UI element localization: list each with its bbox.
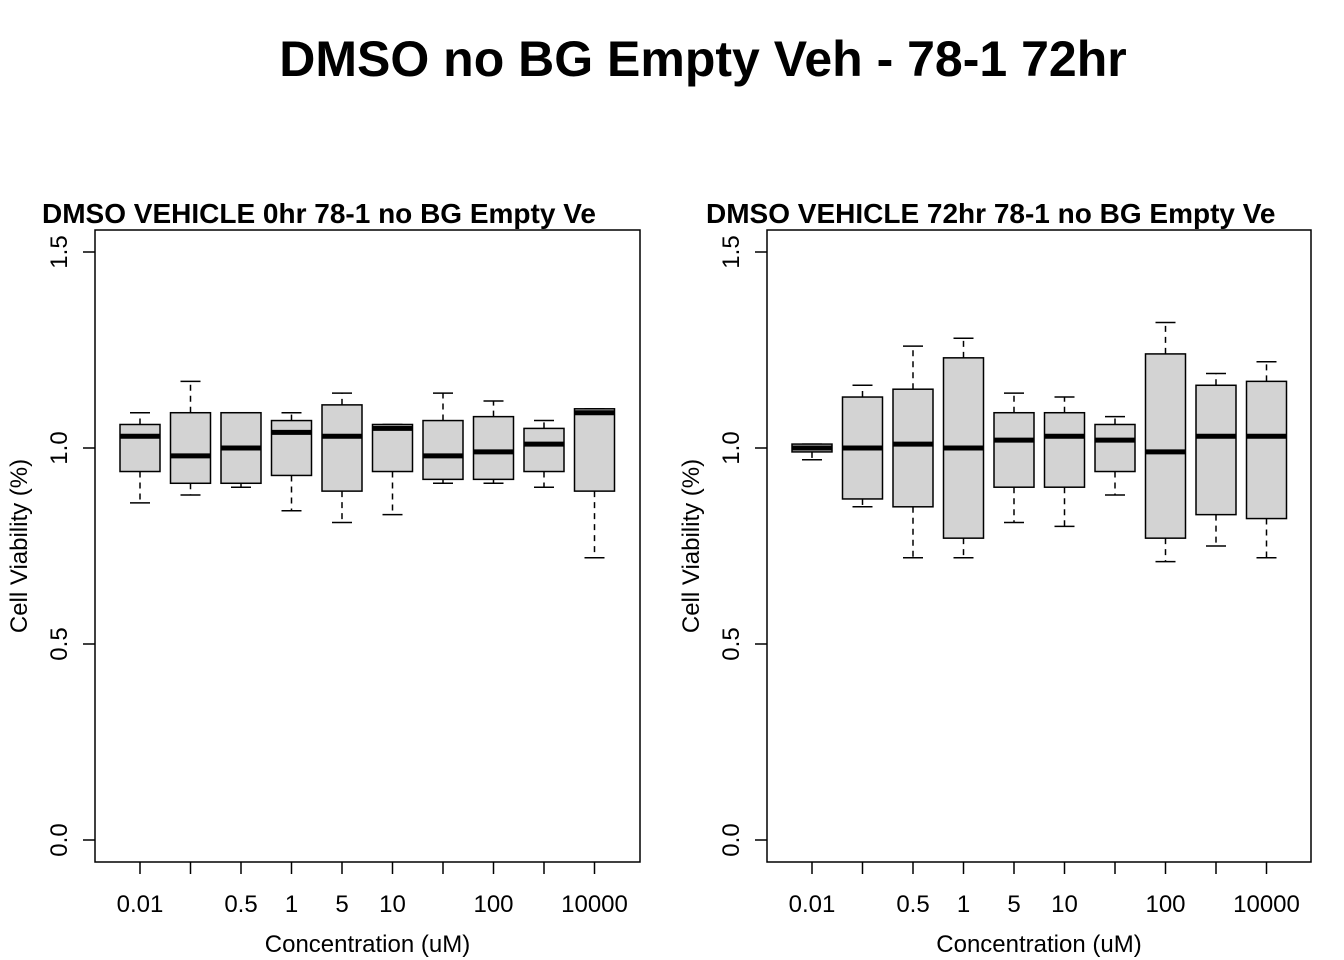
plot-frame xyxy=(766,229,1312,863)
box-2 xyxy=(841,384,884,508)
box-5 xyxy=(321,392,363,524)
box-9 xyxy=(1195,372,1237,547)
box-6 xyxy=(371,423,414,516)
box-body xyxy=(523,427,565,473)
box-body xyxy=(573,408,616,492)
box-4 xyxy=(942,337,985,559)
y-axis-label: Cell Viability (%) xyxy=(678,459,705,633)
x-tick-label: 5 xyxy=(1007,891,1020,918)
x-tick-label: 100 xyxy=(1145,891,1185,918)
box-6 xyxy=(1043,396,1086,528)
x-tick-label: 1 xyxy=(957,891,970,918)
y-tick-label: 0.5 xyxy=(718,627,745,660)
box-3 xyxy=(220,411,262,488)
plot-frame xyxy=(94,229,641,863)
box-3 xyxy=(892,345,934,559)
box-body xyxy=(993,411,1035,488)
box-8 xyxy=(1144,321,1187,563)
box-7 xyxy=(1094,415,1136,496)
y-tick-label: 0.5 xyxy=(46,627,73,660)
x-tick-label: 100 xyxy=(473,891,513,918)
panel-1: DMSO VEHICLE 0hr 78-1 no BG Empty Ve 0.0 0… xyxy=(6,198,641,958)
box-4 xyxy=(270,411,313,512)
panel-title: DMSO VEHICLE 0hr 78-1 no BG Empty Ve xyxy=(42,198,596,229)
box-body xyxy=(1245,380,1288,520)
y-axis-label: Cell Viability (%) xyxy=(6,459,33,633)
box-body xyxy=(422,419,464,481)
box-body xyxy=(321,404,363,492)
y-tick-label: 1.0 xyxy=(718,431,745,464)
box-body xyxy=(371,423,414,473)
main-title: DMSO no BG Empty Veh - 78-1 72hr xyxy=(279,31,1127,87)
box-1 xyxy=(119,411,161,504)
y-tick-label: 0.0 xyxy=(718,823,745,856)
box-body xyxy=(1195,384,1237,516)
x-tick-label: 5 xyxy=(335,891,348,918)
y-tick-label: 1.5 xyxy=(718,235,745,268)
panel-title: DMSO VEHICLE 72hr 78-1 no BG Empty Ve xyxy=(706,198,1275,229)
box-9 xyxy=(523,419,565,488)
box-body xyxy=(270,419,313,477)
box-10 xyxy=(1245,361,1288,559)
box-1 xyxy=(791,443,833,461)
panel-2: DMSO VEHICLE 72hr 78-1 no BG Empty Ve 0.0… xyxy=(678,198,1312,958)
box-5 xyxy=(993,392,1035,524)
box-body xyxy=(169,411,212,485)
x-tick-label: 10000 xyxy=(1233,891,1300,918)
box-2 xyxy=(169,380,212,496)
x-tick-label: 10 xyxy=(379,891,406,918)
box-body xyxy=(892,388,934,508)
x-tick-label: 0.01 xyxy=(789,891,836,918)
box-body xyxy=(472,415,515,481)
x-axis-label: Concentration (uM) xyxy=(936,931,1141,958)
x-tick-label: 1 xyxy=(285,891,298,918)
x-axis-label: Concentration (uM) xyxy=(265,931,470,958)
x-tick-label: 0.5 xyxy=(224,891,257,918)
box-7 xyxy=(422,392,464,485)
box-body xyxy=(1094,423,1136,473)
x-tick-label: 10000 xyxy=(561,891,628,918)
box-body xyxy=(1144,353,1187,539)
y-tick-label: 1.0 xyxy=(46,431,73,464)
y-tick-label: 0.0 xyxy=(46,823,73,856)
box-body xyxy=(1043,411,1086,488)
x-tick-label: 0.5 xyxy=(896,891,929,918)
box-8 xyxy=(472,400,515,485)
box-body xyxy=(119,423,161,473)
y-tick-label: 1.5 xyxy=(46,235,73,268)
x-tick-label: 0.01 xyxy=(117,891,164,918)
x-tick-label: 10 xyxy=(1051,891,1078,918)
box-10 xyxy=(573,408,616,559)
